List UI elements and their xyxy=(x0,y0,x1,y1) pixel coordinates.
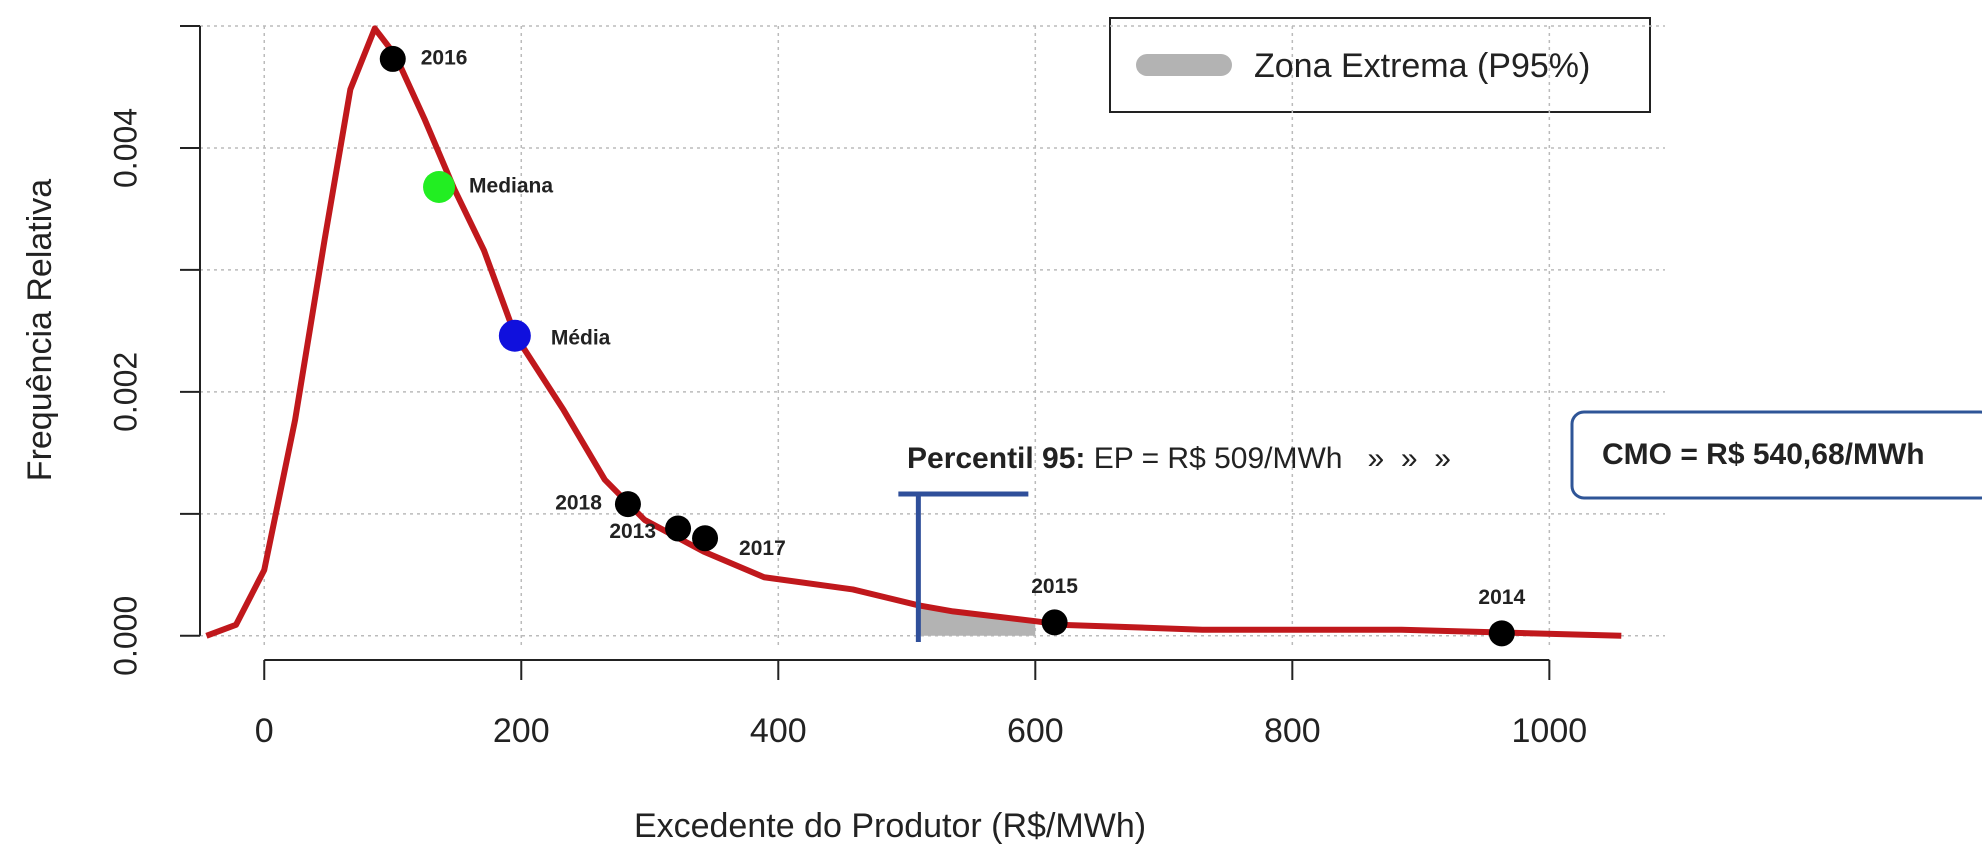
annotation-box xyxy=(1570,410,1982,500)
point-label: Mediana xyxy=(469,175,553,198)
x-tick-label: 0 xyxy=(255,712,274,750)
point xyxy=(614,491,641,518)
point xyxy=(692,525,719,552)
point xyxy=(379,45,406,72)
x-tick-label: 400 xyxy=(750,712,807,750)
x-tick-label: 600 xyxy=(1007,712,1064,750)
point-label: 2015 xyxy=(1031,575,1078,598)
point-label: Média xyxy=(551,326,611,349)
legend-swatch xyxy=(1136,54,1232,76)
y-tick-label: 0.002 xyxy=(107,352,143,432)
percentile-label-bold: Percentil 95: xyxy=(907,442,1085,475)
y-axis-label: Frequência Relativa xyxy=(21,179,59,481)
point xyxy=(498,319,531,352)
density-line xyxy=(205,25,1622,639)
point-label: 2014 xyxy=(1478,586,1525,609)
y-tick-label: 0.000 xyxy=(107,596,143,676)
point-label: 2013 xyxy=(609,520,656,543)
point-label: 2018 xyxy=(555,492,602,515)
point xyxy=(423,170,456,203)
point xyxy=(1488,620,1515,647)
x-tick-label: 1000 xyxy=(1512,712,1588,750)
legend-label: Zona Extrema (P95%) xyxy=(1254,47,1590,85)
x-tick-label: 200 xyxy=(493,712,550,750)
point xyxy=(1041,609,1068,636)
point xyxy=(665,515,692,542)
annotation: CMO = R$ 540,68/MWh xyxy=(1602,438,1925,471)
x-axis-label: Excedente do Produtor (R$/MWh) xyxy=(634,807,1146,845)
point-label: 2016 xyxy=(421,46,468,69)
y-tick-label: 0.004 xyxy=(107,108,143,188)
x-tick-label: 800 xyxy=(1264,712,1321,750)
point-label: 2017 xyxy=(739,537,786,560)
percentile-label: Percentil 95: EP = R$ 509/MWh » » » xyxy=(907,442,1451,475)
percentile-label-text: EP = R$ 509/MWh » » » xyxy=(1094,442,1451,475)
